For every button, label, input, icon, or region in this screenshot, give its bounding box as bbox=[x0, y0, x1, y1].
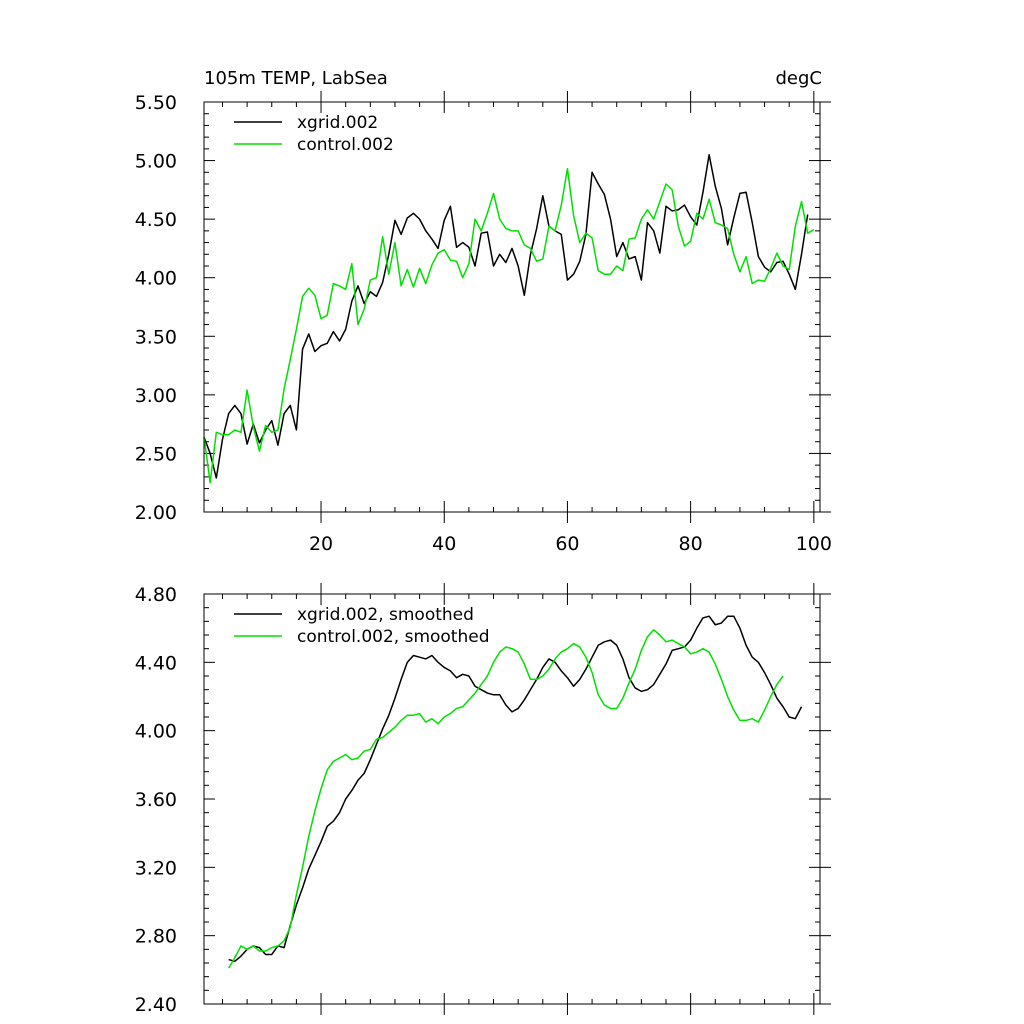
top-series-line-xgrid bbox=[203, 153, 809, 479]
top-x-tick-label: 100 bbox=[796, 533, 832, 555]
bottom-plot-frame bbox=[203, 593, 821, 1005]
top-panel-units: degC bbox=[776, 68, 823, 89]
top-panel: 105m TEMP, LabSea degC 20 40 60 80 100 2.00 2.… bbox=[135, 68, 832, 555]
top-x-tick-label: 60 bbox=[555, 533, 579, 555]
bottom-panel: 2.40 2.80 3.20 3.60 4.00 4.40 4.80 xgrid.002, … bbox=[135, 583, 831, 1016]
top-y-tick-label: 2.50 bbox=[135, 443, 177, 465]
bottom-series-line-xgrid bbox=[228, 615, 803, 963]
bottom-y-tick-label: 2.80 bbox=[135, 926, 177, 948]
top-x-tick-label: 80 bbox=[679, 533, 703, 555]
top-y-tick-label: 4.50 bbox=[135, 209, 177, 231]
bottom-y-tick-label: 2.40 bbox=[135, 994, 177, 1016]
bottom-y-tick-label: 4.80 bbox=[135, 584, 177, 606]
top-x-tick-label: 40 bbox=[432, 533, 456, 555]
top-x-tick-label: 20 bbox=[309, 533, 333, 555]
top-series-line-control bbox=[203, 168, 815, 484]
bottom-axis-ticks: 2.40 2.80 3.20 3.60 4.00 4.40 4.80 bbox=[135, 583, 831, 1016]
top-series-lines bbox=[203, 153, 815, 484]
bottom-y-tick-label: 3.60 bbox=[135, 789, 177, 811]
top-panel-title: 105m TEMP, LabSea bbox=[204, 68, 388, 89]
top-y-tick-label: 3.50 bbox=[135, 326, 177, 348]
top-legend-label: control.002 bbox=[297, 135, 394, 155]
bottom-y-tick-label: 4.00 bbox=[135, 721, 177, 743]
bottom-y-tick-label: 3.20 bbox=[135, 857, 177, 879]
bottom-legend-label: control.002, smoothed bbox=[297, 627, 490, 647]
top-y-tick-label: 5.00 bbox=[135, 151, 177, 173]
top-plot-frame bbox=[203, 101, 821, 513]
bottom-y-tick-label: 4.40 bbox=[135, 652, 177, 674]
bottom-series-lines bbox=[227, 615, 803, 969]
bottom-legend-label: xgrid.002, smoothed bbox=[297, 605, 474, 625]
top-y-tick-label: 3.00 bbox=[135, 385, 177, 407]
top-y-tick-label: 4.00 bbox=[135, 268, 177, 290]
bottom-series-line-control bbox=[227, 629, 784, 969]
top-legend-label: xgrid.002 bbox=[297, 113, 378, 133]
top-y-tick-label: 2.00 bbox=[135, 502, 177, 524]
top-axis-ticks: 20 40 60 80 100 2.00 2.50 3.00 3.50 4.00 4.50 5.00 5… bbox=[135, 91, 832, 555]
top-y-tick-label: 5.50 bbox=[135, 92, 177, 114]
